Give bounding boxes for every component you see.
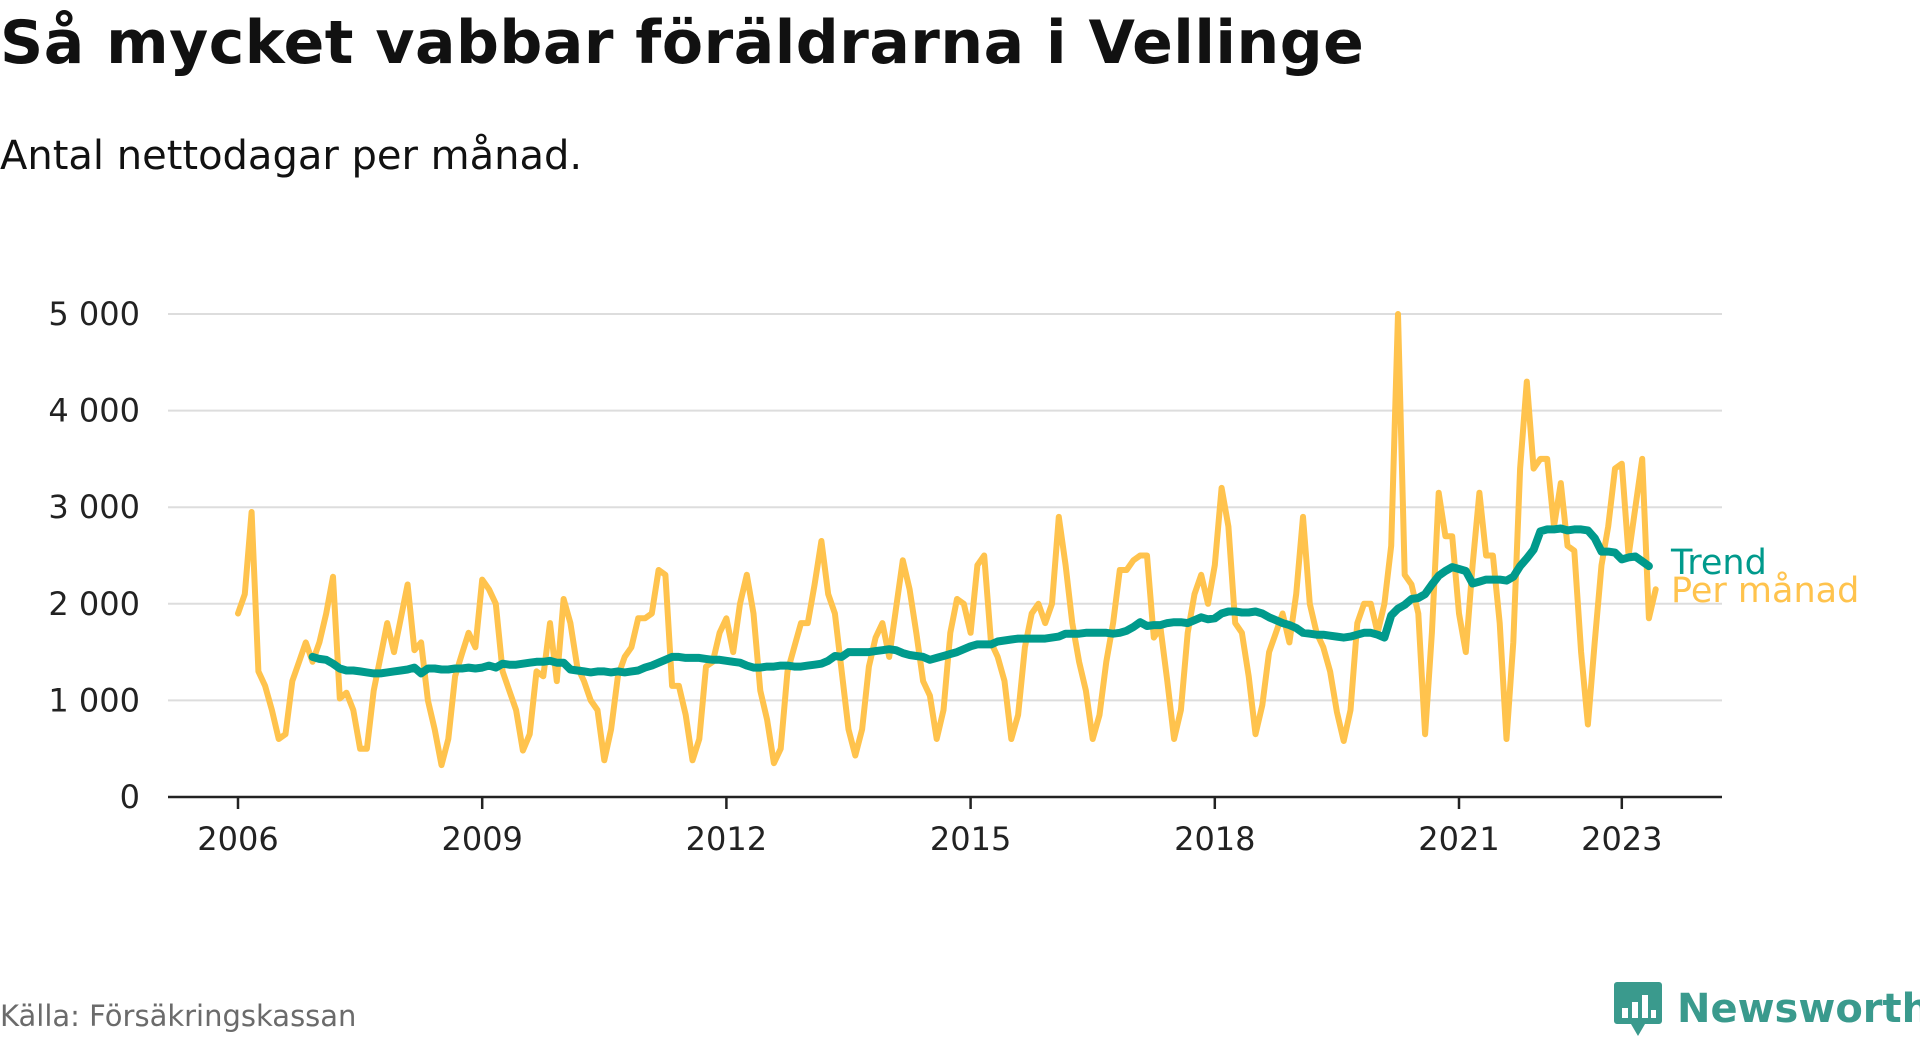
y-tick-label: 2 000 bbox=[48, 585, 140, 623]
x-tick-label: 2021 bbox=[1418, 820, 1499, 858]
source-note: Källa: Försäkringskassan bbox=[0, 999, 356, 1033]
x-tick-label: 2009 bbox=[441, 820, 522, 858]
y-tick-label: 4 000 bbox=[48, 392, 140, 430]
gridlines bbox=[168, 314, 1722, 700]
x-tick-label: 2006 bbox=[197, 820, 278, 858]
series-lines bbox=[238, 314, 1656, 765]
brand-name: Newsworthy bbox=[1677, 986, 1920, 1032]
trend-line bbox=[313, 529, 1649, 674]
x-tick-label: 2012 bbox=[686, 820, 767, 858]
trend-label: Trend bbox=[1670, 543, 1767, 583]
y-tick-label: 0 bbox=[120, 778, 140, 816]
monthly-line bbox=[238, 314, 1656, 765]
newsworthy-logo-icon bbox=[1613, 980, 1663, 1038]
x-tick-label: 2018 bbox=[1174, 820, 1255, 858]
newsworthy-logo[interactable]: Newsworthy bbox=[1613, 980, 1920, 1038]
x-tick-label: 2023 bbox=[1581, 820, 1662, 858]
y-tick-label: 3 000 bbox=[48, 488, 140, 526]
x-tick-label: 2015 bbox=[930, 820, 1011, 858]
y-tick-label: 5 000 bbox=[48, 295, 140, 333]
y-tick-label: 1 000 bbox=[48, 681, 140, 719]
